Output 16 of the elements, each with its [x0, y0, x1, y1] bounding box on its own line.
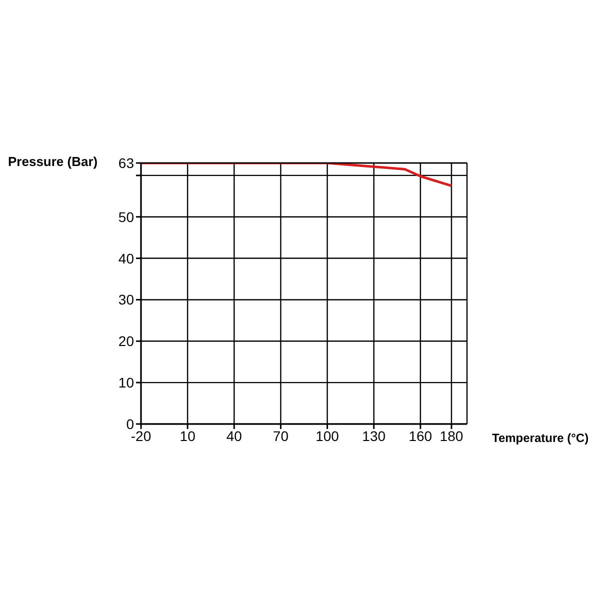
x-tick-label: 180 — [440, 428, 464, 444]
y-axis-title: Pressure (Bar) — [8, 154, 98, 169]
x-tick-label: 70 — [272, 428, 289, 444]
line-series — [141, 163, 453, 188]
y-tick-label: 30 — [118, 292, 134, 308]
x-axis-title: Temperature (°C) — [492, 431, 589, 445]
y-tick-label: 50 — [118, 208, 134, 225]
x-tick-label: 130 — [362, 428, 386, 444]
x-tick-label: 160 — [408, 428, 432, 444]
y-tick-label: 10 — [118, 374, 134, 391]
x-tick-label: 10 — [180, 428, 196, 444]
x-tick-label: 100 — [316, 428, 340, 444]
y-tick-label: 20 — [118, 333, 134, 350]
y-tick-label: 63 — [118, 154, 134, 171]
x-tick-label: 40 — [226, 428, 242, 444]
y-tick-label: 40 — [118, 250, 134, 266]
